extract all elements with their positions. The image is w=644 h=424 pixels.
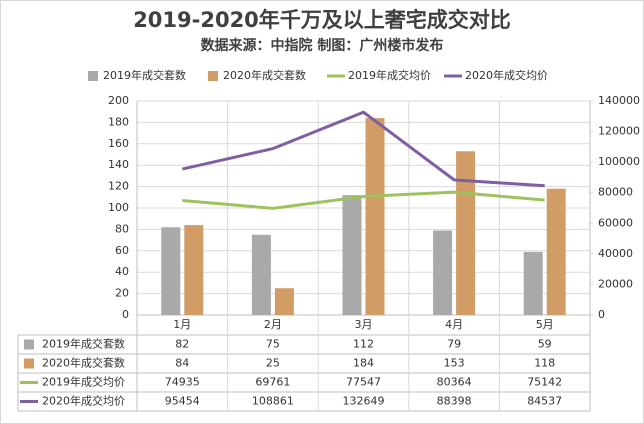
bar bbox=[433, 230, 453, 315]
table-value: 153 bbox=[444, 357, 465, 370]
table-value: 74935 bbox=[165, 376, 200, 389]
y-tick-label: 20 bbox=[115, 287, 129, 300]
bar bbox=[342, 195, 362, 315]
bar bbox=[184, 225, 204, 315]
table-series-name: 2019年成交套数 bbox=[42, 337, 125, 351]
y2-tick-label: 0 bbox=[598, 308, 605, 321]
table-value: 95454 bbox=[165, 395, 200, 408]
table-value: 118 bbox=[534, 357, 555, 370]
y-tick-label: 120 bbox=[108, 180, 129, 193]
table-value: 184 bbox=[353, 357, 374, 370]
table-swatch bbox=[24, 339, 34, 350]
table-value: 25 bbox=[266, 357, 280, 370]
y2-tick-label: 20000 bbox=[598, 277, 633, 290]
table-value: 69761 bbox=[255, 376, 290, 389]
y2-tick-label: 120000 bbox=[598, 125, 640, 138]
y2-tick-label: 40000 bbox=[598, 247, 633, 260]
y2-tick-label: 80000 bbox=[598, 186, 633, 199]
table-value: 112 bbox=[353, 338, 374, 351]
y2-tick-label: 100000 bbox=[598, 155, 640, 168]
table-swatch bbox=[24, 358, 34, 369]
legend-label: 2019年成交套数 bbox=[103, 68, 186, 82]
legend-swatch bbox=[208, 71, 218, 81]
y-tick-label: 0 bbox=[122, 308, 129, 321]
bar bbox=[546, 188, 566, 315]
table-value: 75142 bbox=[527, 376, 562, 389]
y-tick-label: 80 bbox=[115, 222, 129, 235]
bar bbox=[365, 118, 385, 316]
table-series-name: 2020年成交套数 bbox=[42, 356, 125, 370]
line bbox=[182, 190, 545, 210]
y-tick-label: 40 bbox=[115, 265, 129, 278]
bar bbox=[523, 251, 543, 315]
legend-label: 2020年成交套数 bbox=[223, 68, 306, 82]
x-tick-label: 4月 bbox=[445, 318, 463, 331]
table-value: 75 bbox=[266, 338, 280, 351]
table-value: 59 bbox=[538, 338, 552, 351]
x-tick-label: 2月 bbox=[264, 318, 282, 331]
y-tick-label: 60 bbox=[115, 244, 129, 257]
chart-subtitle: 数据来源：中指院 制图：广州楼市发布 bbox=[201, 37, 444, 54]
bar bbox=[274, 288, 294, 315]
table-value: 84 bbox=[175, 357, 189, 370]
bar bbox=[251, 234, 271, 315]
y2-tick-label: 140000 bbox=[598, 94, 640, 107]
table-series-name: 2020年成交均价 bbox=[42, 394, 125, 408]
y2-tick-label: 60000 bbox=[598, 216, 633, 229]
y-tick-label: 140 bbox=[108, 158, 129, 171]
table-value: 132649 bbox=[343, 395, 385, 408]
table-value: 108861 bbox=[252, 395, 294, 408]
table-series-name: 2019年成交均价 bbox=[42, 375, 125, 389]
legend-swatch bbox=[88, 71, 98, 81]
table-value: 82 bbox=[175, 338, 189, 351]
x-tick-label: 3月 bbox=[355, 318, 373, 331]
y-tick-label: 200 bbox=[108, 94, 129, 107]
table-value: 77547 bbox=[346, 376, 381, 389]
y-tick-label: 100 bbox=[108, 201, 129, 214]
table-value: 84537 bbox=[527, 395, 562, 408]
bar bbox=[161, 227, 181, 315]
bar bbox=[456, 151, 476, 315]
chart-title: 2019-2020年千万及以上奢宅成交对比 bbox=[133, 8, 511, 32]
legend-label: 2019年成交均价 bbox=[348, 68, 431, 82]
y-tick-label: 160 bbox=[108, 137, 129, 150]
table-value: 80364 bbox=[437, 376, 472, 389]
legend-label: 2020年成交均价 bbox=[465, 68, 548, 82]
line bbox=[181, 110, 545, 188]
table-value: 88398 bbox=[437, 395, 472, 408]
table-value: 79 bbox=[447, 338, 461, 351]
x-tick-label: 5月 bbox=[536, 318, 554, 331]
x-tick-label: 1月 bbox=[173, 318, 191, 331]
y-tick-label: 180 bbox=[108, 115, 129, 128]
